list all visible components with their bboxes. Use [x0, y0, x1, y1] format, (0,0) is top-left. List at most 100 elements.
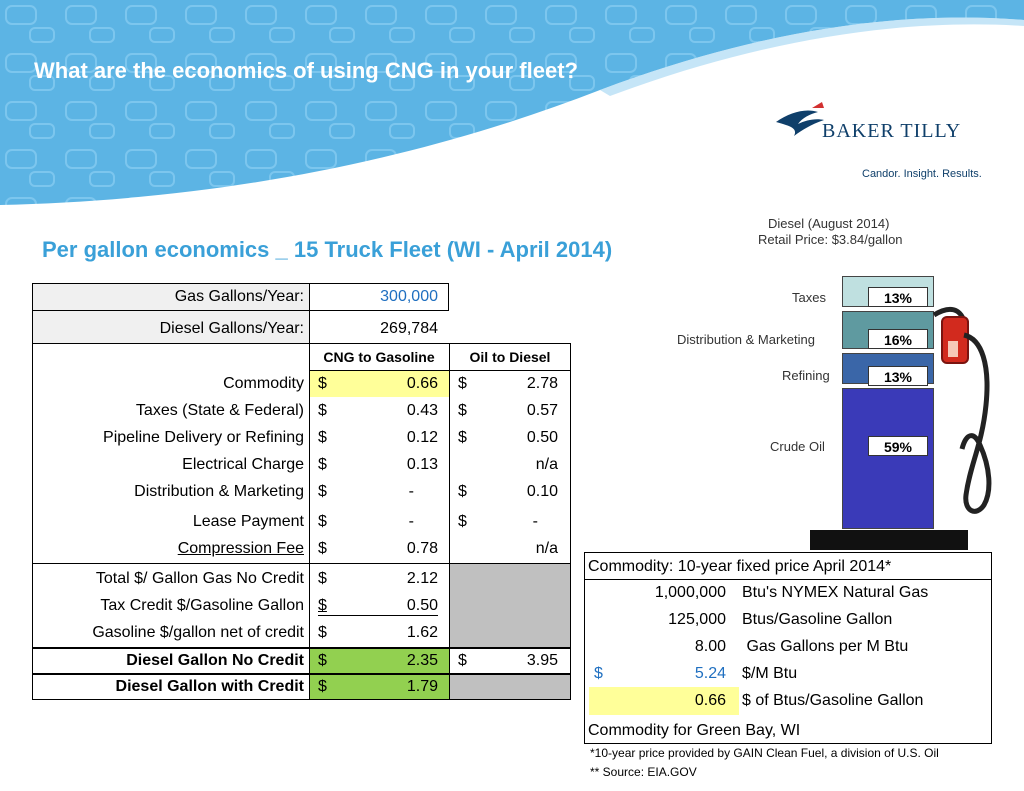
col-header-cng: CNG to Gasoline — [323, 349, 435, 365]
diesel-with-credit-symbol: $ — [318, 678, 327, 695]
diesel-no-credit-green — [310, 649, 449, 673]
row-label-taxes: Taxes (State & Federal) — [135, 402, 304, 419]
commodity-label: $/M Btu — [742, 665, 798, 682]
diesel-no-credit-oil-symbol: $ — [458, 652, 467, 669]
row-cng-value: 0.78 — [406, 540, 438, 557]
row-label-lease: Lease Payment — [192, 513, 304, 530]
row-cng-symbol: $ — [318, 513, 327, 530]
total-value: 2.12 — [406, 570, 438, 587]
logo-text: BAKER TILLY — [822, 120, 962, 142]
diesel-no-credit-label: Diesel Gallon No Credit — [126, 652, 304, 669]
gas-gallons-label: Gas Gallons/Year: — [174, 288, 304, 305]
segment-label: Taxes — [792, 290, 826, 305]
oil-with-credit-gray — [450, 675, 570, 699]
commodity-value: 125,000 — [668, 611, 726, 628]
oil-totals-gray — [450, 564, 570, 647]
total-label-tax-credit: Tax Credit $/Gasoline Gallon — [100, 597, 304, 614]
total-symbol: $ — [318, 624, 327, 641]
commodity-yellow-highlight — [589, 687, 739, 715]
commodity-header: Commodity: 10-year fixed price April 201… — [588, 558, 892, 575]
row-cng-symbol: $ — [318, 456, 327, 473]
total-symbol: $ — [318, 570, 327, 587]
total-label-net: Gasoline $/gallon net of credit — [92, 624, 304, 641]
row-label-distribution: Distribution & Marketing — [134, 483, 304, 500]
col-header-oil: Oil to Diesel — [469, 349, 551, 365]
total-value: 1.62 — [406, 624, 438, 641]
diesel-no-credit-oil-value: 3.95 — [526, 652, 558, 669]
diesel-gallons-value: 269,784 — [380, 320, 438, 337]
slide-title: What are the economics of using CNG in y… — [34, 58, 578, 83]
diesel-no-credit-value: 2.35 — [406, 652, 438, 669]
diesel-graphic-title: Diesel (August 2014) — [768, 216, 890, 231]
row-oil-symbol: $ — [458, 402, 467, 419]
slide-subtitle: Per gallon economics _ 15 Truck Fleet (W… — [42, 237, 613, 262]
row-oil-value: 2.78 — [526, 375, 558, 392]
row-cng-symbol: $ — [318, 375, 327, 392]
table-body-frame — [32, 343, 571, 700]
segment-pct: 16% — [868, 329, 928, 349]
row-cng-value: 0.43 — [406, 402, 438, 419]
commodity-value: 0.66 — [694, 692, 726, 709]
row-cng-value: - — [408, 483, 414, 500]
row-label-pipeline: Pipeline Delivery or Refining — [103, 429, 304, 446]
row-cng-value: 0.13 — [406, 456, 438, 473]
commodity-symbol: $ — [594, 665, 603, 682]
commodity-cng-highlight — [310, 371, 449, 397]
diesel-no-credit-symbol: $ — [318, 652, 327, 669]
commodity-label: Btus/Gasoline Gallon — [742, 611, 893, 628]
diesel-gallons-label: Diesel Gallons/Year: — [159, 320, 304, 337]
row-cng-symbol: $ — [318, 402, 327, 419]
row-oil-value: 0.57 — [526, 402, 558, 419]
commodity-label: Gas Gallons per M Btu — [742, 638, 909, 655]
commodity-value: 5.24 — [694, 665, 726, 682]
gas-gallons-value: 300,000 — [380, 288, 438, 305]
baker-tilly-logo — [776, 102, 824, 136]
segment-label: Crude Oil — [770, 439, 825, 454]
footnote-source-gain: *10-year price provided by GAIN Clean Fu… — [590, 746, 939, 760]
segment-label: Distribution & Marketing — [677, 332, 815, 347]
segment-label: Refining — [782, 368, 830, 383]
fuel-nozzle-icon — [932, 306, 992, 514]
row-cng-value: - — [408, 513, 414, 530]
row-oil-value: 0.50 — [526, 429, 558, 446]
total-symbol: $ — [318, 597, 327, 614]
row-oil-symbol: $ — [458, 483, 467, 500]
commodity-label: $ of Btus/Gasoline Gallon — [742, 692, 924, 709]
diesel-gallons-label-cell — [32, 310, 310, 344]
gas-gallons-value-cell — [309, 283, 449, 311]
row-oil-value: n/a — [535, 456, 558, 473]
row-cng-value: 0.66 — [406, 375, 438, 392]
row-cng-symbol: $ — [318, 429, 327, 446]
row-oil-symbol: $ — [458, 429, 467, 446]
diesel-with-credit-label: Diesel Gallon with Credit — [115, 678, 304, 695]
pump-base — [810, 530, 968, 550]
commodity-footer: Commodity for Green Bay, WI — [588, 722, 801, 739]
diesel-graphic-price: Retail Price: $3.84/gallon — [758, 232, 903, 247]
total-value: 0.50 — [406, 597, 438, 614]
diesel-with-credit-green — [310, 675, 449, 699]
footnote-source-eia: ** Source: EIA.GOV — [590, 765, 697, 779]
row-label-compression: Compression Fee — [177, 540, 304, 557]
row-oil-value: 0.10 — [526, 483, 558, 500]
commodity-value: 8.00 — [694, 638, 726, 655]
segment-pct: 59% — [868, 436, 928, 456]
logo-tagline: Candor. Insight. Results. — [862, 168, 982, 180]
segment-pct: 13% — [868, 366, 928, 386]
commodity-label: Btu's NYMEX Natural Gas — [742, 584, 929, 601]
row-oil-symbol: $ — [458, 375, 467, 392]
total-label-no-credit: Total $/ Gallon Gas No Credit — [95, 570, 304, 587]
segment-pct: 13% — [868, 287, 928, 307]
segment-crude-oil — [842, 388, 934, 529]
row-cng-symbol: $ — [318, 483, 327, 500]
row-cng-symbol: $ — [318, 540, 327, 557]
row-label-electrical: Electrical Charge — [182, 456, 304, 473]
row-cng-value: 0.12 — [406, 429, 438, 446]
commodity-box — [584, 552, 992, 744]
row-oil-symbol: $ — [458, 513, 467, 530]
commodity-value: 1,000,000 — [654, 584, 726, 601]
gas-gallons-label-cell — [32, 283, 310, 311]
diesel-with-credit-value: 1.79 — [406, 678, 438, 695]
row-oil-value: - — [532, 513, 538, 530]
header-banner — [0, 0, 1024, 205]
row-oil-value: n/a — [535, 540, 558, 557]
